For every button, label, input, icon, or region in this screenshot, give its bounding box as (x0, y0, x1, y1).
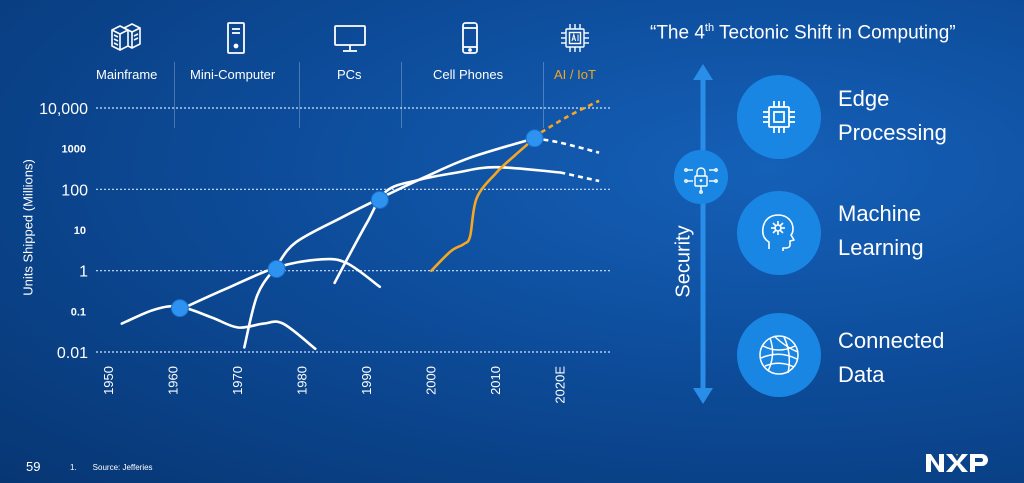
machine-learning-text: Machine Learning (838, 201, 924, 260)
series-line-ai-iot-projection (540, 99, 600, 134)
x-tick-label: 1950 (101, 366, 116, 395)
y-tick-label: 0.1 (71, 306, 86, 318)
series-line-cellphone-projection (560, 171, 600, 183)
series-line-cellphone (333, 165, 562, 285)
transition-marker (370, 190, 389, 209)
y-tick-label: 1 (79, 264, 88, 281)
x-tick-labels: 1950 1960 1970 1980 1990 2000 2010 2020E (101, 366, 568, 404)
x-tick-label: 2010 (488, 366, 503, 395)
era-label-mini-computer: Mini-Computer (190, 67, 276, 82)
transition-marker (170, 299, 189, 318)
security-badge (674, 150, 728, 204)
era-divider (174, 62, 175, 128)
footnote: 1. Source: Jefferies (70, 463, 153, 472)
era-label-pcs: PCs (337, 67, 362, 82)
y-tick-label: 10,000 (39, 101, 88, 118)
transition-marker (525, 129, 544, 148)
y-tick-label: 100 (61, 182, 88, 199)
edge-processing-text: Edge Processing (838, 86, 947, 145)
brain-head-icon (761, 214, 795, 251)
chart-gridlines (96, 107, 612, 353)
era-divider (401, 62, 402, 128)
series-line-pc-projection (534, 137, 600, 154)
chip-icon (763, 101, 795, 133)
era-label-ai-iot: AI / IoT (554, 67, 596, 82)
y-tick-label: 1000 (62, 144, 86, 156)
chart-markers (170, 129, 544, 318)
x-tick-label: 2020E (552, 366, 567, 404)
mini-computer-icon (227, 22, 245, 54)
page-number: 59 (26, 459, 41, 474)
transition-marker (267, 259, 286, 278)
network-globe-icon (759, 335, 799, 375)
era-label-cell-phones: Cell Phones (433, 67, 504, 82)
era-label-mainframe: Mainframe (96, 67, 158, 82)
series-line-pc (243, 137, 536, 349)
security-arrow (693, 64, 713, 404)
era-divider (299, 62, 300, 128)
connected-data-badge (737, 313, 821, 397)
nxp-logo-icon (926, 454, 988, 472)
x-tick-label: 1970 (230, 366, 245, 395)
security-label: Security (672, 225, 695, 298)
connected-data-text: Connected Data (838, 328, 945, 387)
x-tick-label: 1990 (359, 366, 374, 395)
edge-processing-badge (737, 75, 821, 159)
series-line-minicomputer (178, 257, 382, 311)
y-tick-labels: 10,000 1000 100 10 1 0.1 0.01 (39, 101, 88, 362)
era-divider (543, 62, 544, 128)
x-tick-label: 2000 (423, 366, 438, 395)
pc-monitor-icon (334, 25, 366, 52)
x-tick-label: 1960 (165, 366, 180, 395)
y-tick-label: 10 (74, 225, 86, 237)
y-axis-title: Units Shipped (Millions) (20, 159, 36, 296)
series-line-mainframe (120, 304, 317, 351)
ai-chip-icon (561, 24, 589, 52)
x-tick-label: 1980 (294, 366, 309, 395)
cell-phone-icon (462, 22, 478, 54)
chart-series (120, 99, 600, 351)
mainframe-icon (111, 23, 141, 51)
machine-learning-badge (737, 191, 821, 275)
tectonic-shift-title: “The 4th Tectonic Shift in Computing” (650, 22, 956, 44)
lock-network-icon (684, 167, 718, 194)
y-tick-label: 0.01 (57, 345, 88, 362)
